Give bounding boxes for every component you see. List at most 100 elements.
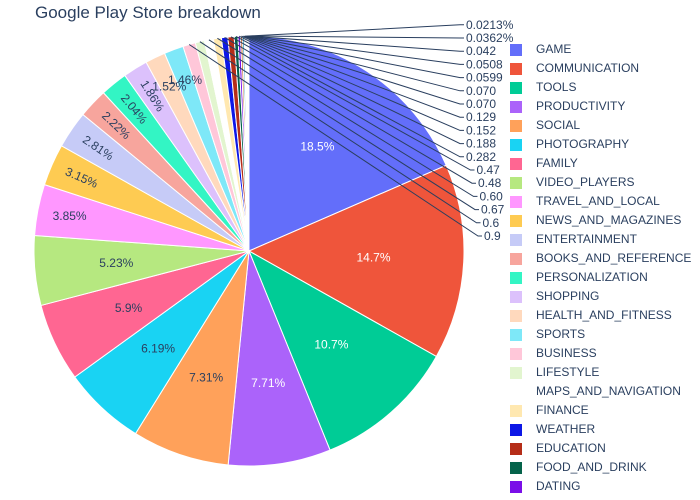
legend-item[interactable]: WEATHER	[506, 420, 700, 439]
legend-item[interactable]: EDUCATION	[506, 439, 700, 458]
legend-item[interactable]: BOOKS_AND_REFERENCE	[506, 249, 700, 268]
legend-label: GAME	[536, 42, 572, 56]
outside-data-label: 0.042	[466, 44, 496, 58]
legend-label: PHOTOGRAPHY	[536, 137, 630, 151]
legend-label: SPORTS	[536, 327, 586, 341]
outside-data-label: 0.0508	[466, 57, 503, 71]
legend-label: BUSINESS	[536, 346, 597, 360]
data-label: 5.9%	[115, 301, 143, 315]
legend-item[interactable]: SHOPPING	[506, 287, 700, 306]
legend-swatch	[510, 215, 522, 227]
leader-line	[230, 36, 475, 171]
legend-swatch	[510, 63, 522, 75]
legend-swatch	[510, 367, 522, 379]
legend-swatch	[510, 329, 522, 341]
data-label: 1.46%	[168, 73, 202, 87]
legend-item[interactable]: TRAVEL_AND_LOCAL	[506, 192, 700, 211]
outside-data-label: 0.0599	[466, 71, 503, 85]
legend-item[interactable]: FOOD_AND_DRINK	[506, 458, 700, 477]
data-label: 1.52%	[152, 80, 186, 94]
legend-item[interactable]: HEALTH_AND_FITNESS	[506, 306, 700, 325]
legend-swatch	[510, 481, 522, 493]
legend-label: FINANCE	[536, 403, 589, 417]
legend-item[interactable]: DATING	[506, 477, 700, 496]
data-label: 7.31%	[189, 370, 223, 384]
leader-line	[241, 35, 464, 131]
legend-label: FAMILY	[536, 156, 578, 170]
pie-slice	[247, 249, 438, 451]
legend-item[interactable]: PRODUCTIVITY	[506, 97, 700, 116]
outside-data-label: 0.60	[480, 189, 504, 203]
legend-label: TOOLS	[536, 80, 577, 94]
legend-label: NEWS_AND_MAGAZINES	[536, 213, 682, 227]
leader-line	[244, 35, 464, 105]
legend-item[interactable]: FAMILY	[506, 154, 700, 173]
legend-swatch	[510, 424, 522, 436]
legend-label: EDUCATION	[536, 441, 606, 455]
data-label: 14.7%	[356, 250, 390, 264]
legend-item[interactable]: ENTERTAINMENT	[506, 230, 700, 249]
legend-swatch	[510, 462, 522, 474]
legend-label: FOOD_AND_DRINK	[536, 460, 647, 474]
legend-item[interactable]: GAME	[506, 40, 700, 59]
legend-item[interactable]: BUSINESS	[506, 344, 700, 363]
legend-label: BOOKS_AND_REFERENCE	[536, 251, 692, 265]
legend-label: MAPS_AND_NAVIGATION	[536, 384, 681, 398]
legend-label: HEALTH_AND_FITNESS	[536, 308, 672, 322]
legend-swatch	[510, 386, 522, 398]
legend-item[interactable]: MAPS_AND_NAVIGATION	[506, 382, 700, 401]
outside-data-label: 0.282	[466, 150, 496, 164]
legend-swatch	[510, 196, 522, 208]
legend-swatch	[510, 348, 522, 360]
leader-line	[188, 44, 482, 237]
legend-item[interactable]: NEWS_AND_MAGAZINES	[506, 211, 700, 230]
data-label: 3.85%	[53, 209, 87, 223]
outside-data-label: 0.6	[483, 216, 500, 230]
legend-item[interactable]: VIDEO_PLAYERS	[506, 173, 700, 192]
legend-swatch	[510, 82, 522, 94]
legend-swatch	[510, 139, 522, 151]
legend-swatch	[510, 405, 522, 417]
legend-swatch	[510, 234, 522, 246]
legend-swatch	[510, 44, 522, 56]
legend-swatch	[510, 120, 522, 132]
legend-label: DATING	[536, 479, 581, 493]
legend-label: PRODUCTIVITY	[536, 99, 626, 113]
legend-item[interactable]: PHOTOGRAPHY	[506, 135, 700, 154]
legend-swatch	[510, 272, 522, 284]
legend-label: PERSONALIZATION	[536, 270, 648, 284]
legend-label: COMMUNICATION	[536, 61, 640, 75]
legend-item[interactable]: COMMUNICATION	[506, 59, 700, 78]
data-label: 10.7%	[314, 338, 348, 352]
legend-swatch	[510, 101, 522, 113]
legend-item[interactable]: SPORTS	[506, 325, 700, 344]
legend-label: WEATHER	[536, 422, 596, 436]
legend-item[interactable]: PERSONALIZATION	[506, 268, 700, 287]
leader-line	[247, 35, 464, 65]
legend-item[interactable]: TOOLS	[506, 78, 700, 97]
legend-swatch	[510, 177, 522, 189]
leader-line	[217, 37, 478, 197]
pie-slice	[227, 250, 331, 467]
chart-title: Google Play Store breakdown	[35, 3, 261, 22]
outside-data-label: 0.070	[466, 84, 496, 98]
leader-line	[248, 24, 464, 37]
outside-data-label: 0.188	[466, 137, 496, 151]
outside-data-label: 0.070	[466, 97, 496, 111]
legend-label: LIFESTYLE	[536, 365, 600, 379]
leader-line	[224, 36, 476, 184]
leader-line	[238, 35, 464, 145]
leader-line	[208, 39, 479, 211]
pie-slice	[134, 250, 250, 466]
leader-line	[199, 41, 481, 224]
leader-line	[235, 35, 464, 158]
outside-data-label: 0.0213%	[466, 18, 514, 32]
data-label: 6.19%	[141, 342, 175, 356]
legend-label: ENTERTAINMENT	[536, 232, 637, 246]
legend-item[interactable]: LIFESTYLE	[506, 363, 700, 382]
legend-item[interactable]: SOCIAL	[506, 116, 700, 135]
legend-label: TRAVEL_AND_LOCAL	[536, 194, 660, 208]
outside-data-label: 0.0362%	[466, 31, 514, 45]
legend-item[interactable]: FINANCE	[506, 401, 700, 420]
